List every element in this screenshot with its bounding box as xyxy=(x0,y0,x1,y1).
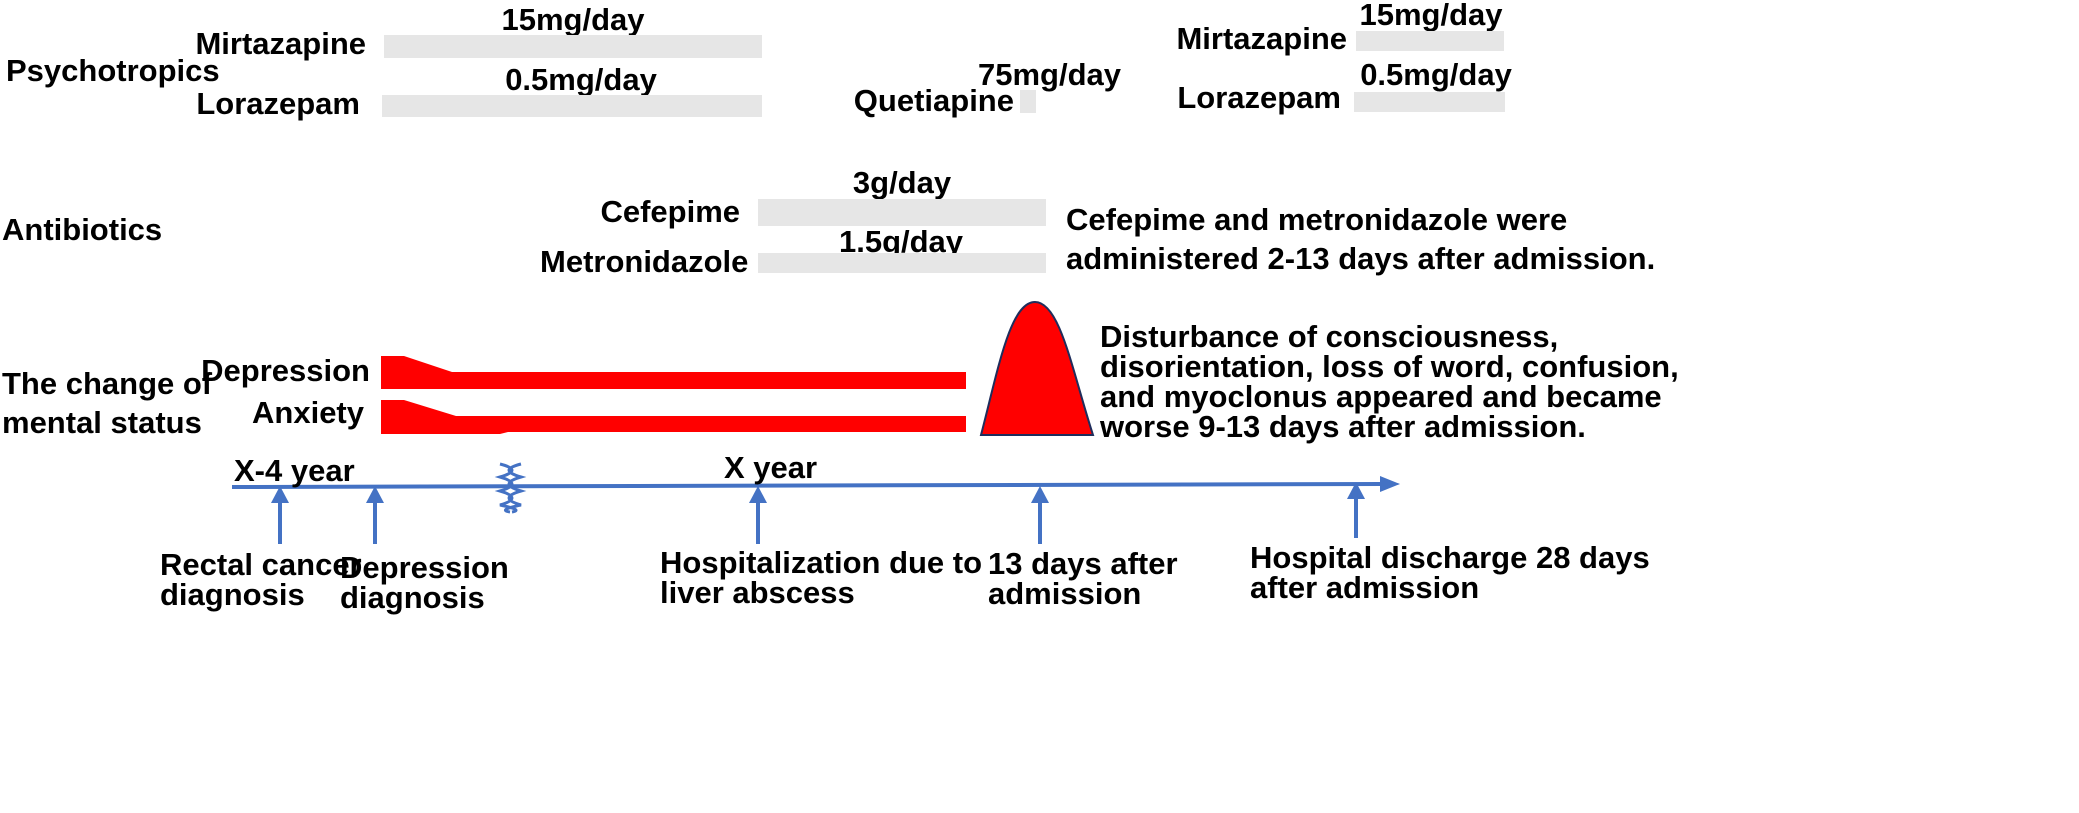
category-mental-status: The change of mental status xyxy=(2,364,212,442)
antibiotic-note-line1: Cefepime and metronidazole were xyxy=(1066,202,1568,237)
mirtazapine-dose-1: 15mg/day xyxy=(501,2,645,37)
depression-label: Depression xyxy=(201,353,370,388)
symptom-note-line1: Disturbance of consciousness, xyxy=(1100,319,1559,354)
metronidazole-bar xyxy=(758,253,1046,273)
metronidazole-label: Metronidazole xyxy=(540,244,749,279)
anxiety-label: Anxiety xyxy=(252,395,364,430)
mirtazapine-bar-1 xyxy=(384,35,762,58)
symptom-note-line3: and myoclonus appeared and became xyxy=(1100,379,1662,414)
event-rectal-cancer: Rectal cancer diagnosis xyxy=(160,547,362,612)
timeline-mid-label: X year xyxy=(724,450,818,485)
anxiety-band xyxy=(381,400,966,434)
lorazepam-dose-1: 0.5mg/day xyxy=(505,62,657,97)
quetiapine-label: Quetiapine xyxy=(853,83,1014,118)
depression-band xyxy=(381,356,966,389)
timeline-start-label: X-4 year xyxy=(234,453,355,488)
lorazepam-bar-2 xyxy=(1354,92,1505,112)
cefepime-dose: 3g/day xyxy=(852,165,952,200)
symptom-peak xyxy=(979,300,1095,436)
event-13-days-line2: admission xyxy=(988,576,1142,611)
event-hospitalization: Hospitalization due to liver abscess xyxy=(660,545,983,610)
timeline-arrowhead xyxy=(1380,476,1400,492)
mirtazapine-bar-2 xyxy=(1356,31,1504,51)
mirtazapine-label-1: Mirtazapine xyxy=(195,26,366,61)
mirtazapine-dose-2: 15mg/day xyxy=(1359,0,1503,32)
event-arrows xyxy=(271,482,1365,544)
event-13-days-line1: 13 days after xyxy=(988,546,1178,581)
antibiotic-note: Cefepime and metronidazole were administ… xyxy=(1066,200,1655,278)
event-discharge: Hospital discharge 28 days after admissi… xyxy=(1250,540,1650,605)
timeline-axis xyxy=(231,482,1383,489)
event-rectal-cancer-line2: diagnosis xyxy=(160,577,305,612)
event-13-days: 13 days after admission xyxy=(988,546,1178,611)
symptom-note: Disturbance of consciousness, disorienta… xyxy=(1100,319,1679,444)
event-discharge-line1: Hospital discharge 28 days xyxy=(1250,540,1650,575)
event-rectal-cancer-line1: Rectal cancer xyxy=(160,547,362,582)
event-hospitalization-line1: Hospitalization due to xyxy=(660,545,983,580)
cefepime-bar xyxy=(758,199,1046,226)
mirtazapine-label-2: Mirtazapine xyxy=(1176,21,1347,56)
event-depression-diagnosis: Depression diagnosis xyxy=(340,550,509,615)
event-hospitalization-line2: liver abscess xyxy=(660,575,855,610)
cefepime-label: Cefepime xyxy=(600,194,740,229)
event-discharge-line2: after admission xyxy=(1250,570,1480,605)
timeline-break-icon xyxy=(494,462,527,514)
event-depression-diagnosis-line1: Depression xyxy=(340,550,509,585)
event-depression-diagnosis-line2: diagnosis xyxy=(340,580,485,615)
quetiapine-bar xyxy=(1020,90,1036,113)
antibiotic-note-line2: administered 2-13 days after admission. xyxy=(1066,241,1656,276)
category-mental-status-line2: mental status xyxy=(2,405,202,440)
category-mental-status-line1: The change of xyxy=(2,366,213,401)
lorazepam-label-2: Lorazepam xyxy=(1177,80,1341,115)
lorazepam-bar-1 xyxy=(382,95,762,117)
category-antibiotics: Antibiotics xyxy=(2,212,163,247)
symptom-note-line2: disorientation, loss of word, confusion, xyxy=(1100,349,1679,384)
lorazepam-dose-2: 0.5mg/day xyxy=(1360,57,1512,92)
lorazepam-label-1: Lorazepam xyxy=(196,86,360,121)
quetiapine-dose: 75mg/day xyxy=(978,57,1122,92)
category-psychotropics: Psychotropics xyxy=(6,53,220,88)
symptom-note-line4: worse 9-13 days after admission. xyxy=(1100,409,1586,444)
